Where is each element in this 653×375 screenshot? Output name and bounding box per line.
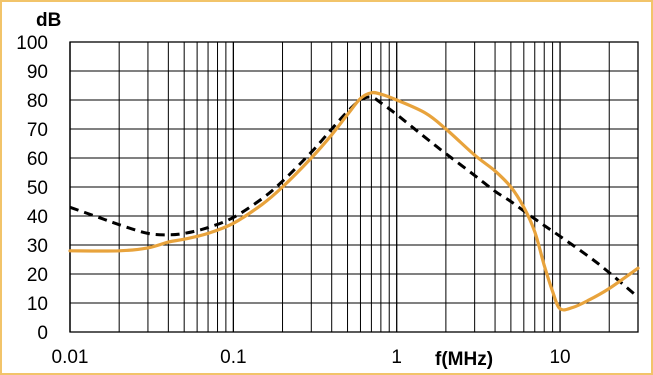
y-tick-label: 50	[27, 178, 48, 199]
y-tick-label: 60	[27, 149, 48, 170]
x-tick-label: 1	[391, 347, 402, 368]
y-tick-label: 40	[27, 207, 48, 228]
series-layer	[68, 90, 640, 312]
x-tick-label: 0.01	[52, 347, 89, 368]
y-tick-label: 80	[27, 91, 48, 112]
y-tick-label: 10	[27, 294, 48, 315]
grid-lines	[69, 41, 639, 333]
x-axis-label: f(MHz)	[435, 349, 493, 370]
x-tick-labels: 0.01 0.1 1 10	[52, 347, 571, 368]
y-tick-label: 70	[27, 120, 48, 141]
y-tick-labels: 0 10 20 30 40 50 60 70 80 90 100	[16, 33, 48, 344]
y-tick-label: 0	[37, 323, 48, 344]
y-tick-label: 30	[27, 236, 48, 257]
y-tick-label: 90	[27, 62, 48, 83]
solid-series-line	[68, 90, 640, 312]
x-tick-label: 10	[549, 347, 570, 368]
dashed-series-line	[69, 95, 639, 299]
y-axis-label: dB	[36, 10, 61, 31]
y-tick-label: 20	[27, 265, 48, 286]
x-tick-label: 0.1	[220, 347, 246, 368]
plot-border	[69, 41, 639, 333]
y-tick-label: 100	[16, 33, 48, 54]
